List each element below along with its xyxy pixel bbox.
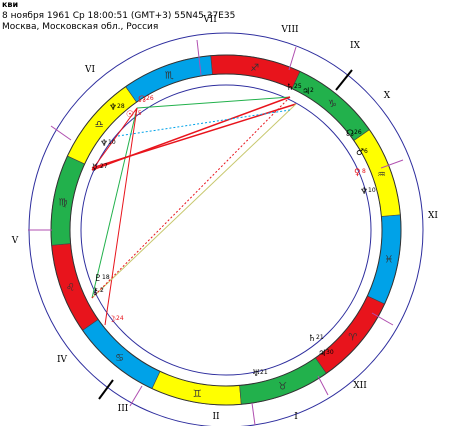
planet-degree: 30 [326,349,334,356]
cusp-i [251,402,256,426]
planet-glyph: ☊ [346,129,354,139]
planet-glyph: ☽ [108,315,116,325]
cusp-xii-a [371,312,394,326]
planet-glyph: ☉ [126,110,134,120]
planet-degree: 10 [368,187,376,194]
planet-glyph: ♂ [356,148,364,158]
planet-degree: 25 [294,83,302,90]
planet-glyph: ♆ [100,139,108,149]
planet-degree: 10 [108,139,116,146]
house-numeral-ii: II [212,412,220,422]
planet-glyph: ♅ [252,369,260,379]
zodiac-glyph: ♎ [95,120,104,131]
zodiac-glyph: ♈ [348,332,357,343]
ic-tick [98,379,114,400]
aspect-line [91,103,297,299]
house-numeral-vii: VII [202,15,217,25]
house-numeral-xii: XII [353,381,367,391]
zodiac-glyph: ♑ [328,99,337,110]
planet-glyph: ⚷ [92,287,99,297]
cusp-xi [380,159,404,169]
house-numeral-iii: III [118,404,129,414]
house-numeral-i: I [294,412,298,422]
chart-location: Москва, Московская обл., Россия [2,22,159,32]
house-numeral-x: X [384,91,391,101]
zodiac-glyph: ♋ [115,353,124,364]
planet-degree: 6 [364,148,368,155]
planet-glyph: ♀ [354,168,361,178]
inner-ring [80,84,372,376]
planet-degree: 2 [310,87,314,94]
aspect-lines [91,96,297,326]
planet-degree: 15 [134,110,142,117]
zodiac-glyph: ♍ [59,197,68,208]
house-numeral-ix: IX [350,41,361,51]
planet-glyph: ☿ [92,163,98,173]
zodiac-sign-segment [50,155,86,246]
planet-degree: 26 [146,95,154,102]
house-numeral-v: V [11,236,19,246]
house-numeral-vi: VI [84,65,95,75]
house-numeral-viii: VIII [280,25,299,35]
chart-datetime: 8 ноября 1961 Ср 18:00:51 (GMT+3) 55N45 … [2,11,236,21]
mc-tick [335,69,353,91]
planet-glyph: ♄ [308,334,316,344]
house-numeral-iv: IV [57,355,68,365]
zodiac-glyph: ♒ [377,169,386,180]
aspect-line [91,107,138,299]
planet-degree: 26 [354,129,362,136]
aspect-line [104,107,138,326]
zodiac-glyph: ♊ [193,389,202,400]
planet-degree: 21 [316,334,324,341]
planet-degree: 21 [260,369,268,376]
mc-ic-axis [98,69,353,400]
zodiac-glyph: ♐ [250,63,259,74]
planet-degree: 24 [116,315,124,322]
cusp-vi [50,125,72,141]
cusp-iii [129,385,143,407]
planet-degree: 18 [102,274,110,281]
cusp-viii [288,46,297,71]
planet-glyph: ♃ [318,349,326,359]
chart-name: кви [2,0,19,9]
planet-degree: 2 [100,287,104,294]
zodiac-glyph: ♉ [278,382,287,393]
house-cusps [28,39,404,426]
zodiac-glyph: ♓ [385,255,394,266]
cusp-xii-b [317,375,329,396]
planet-glyph: ♆ [360,187,368,197]
zodiac-band: ♌ ♋ ♊ ♉ ♈ ♓ ♒ ♑ ♐ ♏ ♎ ♍ [50,54,402,406]
outer-ring [28,32,424,426]
zodiac-inner-circle [69,73,383,387]
aspect-line [91,107,138,171]
zodiac-glyph: ♏ [165,70,174,81]
planet-degree: 8 [362,168,366,175]
aspect-line [91,96,291,299]
planet-degree: 27 [100,163,108,170]
cusp-vii [196,39,202,76]
planet-glyph: ♃ [302,87,310,97]
aspect-line [117,109,291,137]
planet-glyph: ♇ [94,274,102,284]
house-numeral-xi: XI [428,211,438,221]
zodiac-glyph: ♌ [66,283,75,294]
planet-glyphs: ♄ 25♃ 2☊ 26♂ 6♀ 8♆ 10♄ 21♃ 30♅ 21♇ 18⚷ 2☽ 24♆ 28☿ 27♆ 1… [92,83,376,379]
planet-degree: 28 [117,103,125,110]
planet-glyph: ☊ [138,95,146,105]
planet-glyph: ♄ [286,83,294,93]
aspect-line [136,96,291,109]
planet-glyph: ♆ [109,103,117,113]
